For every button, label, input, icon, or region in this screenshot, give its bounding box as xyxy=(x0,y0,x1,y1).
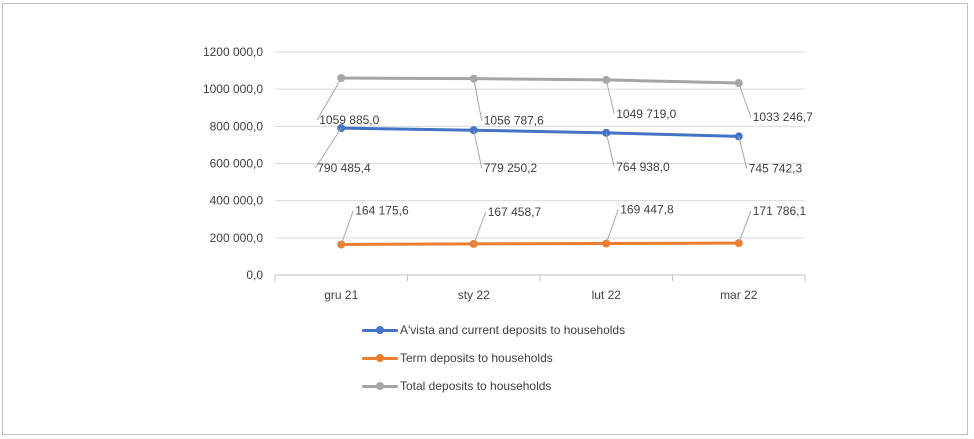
y-tick-label: 0,0 xyxy=(246,268,263,282)
series-line xyxy=(341,126,739,138)
data-label: 1033 246,7 xyxy=(753,110,813,124)
data-label: 169 447,8 xyxy=(620,203,674,217)
leader-line xyxy=(473,78,483,121)
series-group xyxy=(337,74,743,249)
leader-line xyxy=(738,136,748,169)
data-label: 171 786,1 xyxy=(753,204,807,218)
x-axis: gru 21 sty 22 lut 22 mar 22 xyxy=(274,275,806,302)
series-line xyxy=(341,241,739,246)
x-tick-label: gru 21 xyxy=(324,288,358,302)
leader-line xyxy=(314,127,342,169)
leader-line xyxy=(605,79,615,115)
legend-item-total: Total deposits to households xyxy=(362,372,625,400)
legend-swatch-avista xyxy=(362,324,398,336)
legend-label-term: Term deposits to households xyxy=(400,351,553,365)
data-label: 1049 719,0 xyxy=(616,107,676,121)
data-label: 1056 787,6 xyxy=(484,114,544,128)
leader-line xyxy=(605,209,619,244)
leader-line xyxy=(738,82,752,118)
x-tick-label: lut 22 xyxy=(592,288,622,302)
data-label: 1059 885,0 xyxy=(319,113,379,127)
leader-line xyxy=(473,211,487,245)
y-tick-label: 800 000,0 xyxy=(210,119,264,133)
data-label: 164 175,6 xyxy=(355,203,409,217)
leader-line xyxy=(473,130,483,169)
legend-swatch-total xyxy=(362,380,398,392)
data-label: 790 485,4 xyxy=(317,161,371,175)
y-tick-label: 200 000,0 xyxy=(210,231,264,245)
x-tick-label: mar 22 xyxy=(720,288,758,302)
data-label: 167 458,7 xyxy=(488,205,542,219)
gridlines xyxy=(275,51,805,276)
legend-item-avista: A'vista and current deposits to househol… xyxy=(362,316,625,344)
legend-label-total: Total deposits to households xyxy=(400,379,552,393)
legend: A'vista and current deposits to househol… xyxy=(362,316,625,400)
legend-item-term: Term deposits to households xyxy=(362,344,625,372)
y-tick-label: 1000 000,0 xyxy=(203,82,263,96)
data-label: 779 250,2 xyxy=(484,161,538,175)
chart-frame xyxy=(2,3,968,435)
y-tick-label: 400 000,0 xyxy=(210,194,264,208)
leader-line xyxy=(316,77,342,121)
leader-line xyxy=(340,210,354,245)
y-tick-label: 600 000,0 xyxy=(210,157,264,171)
leader-line xyxy=(605,132,615,167)
x-tick-label: sty 22 xyxy=(458,288,490,302)
data-labels: 790 485,4 779 250,2 764 938,0 745 742,3 164 … xyxy=(314,77,813,245)
leader-line xyxy=(738,210,752,244)
y-axis: 0,0 200 000,0 400 000,0 600 000,0 800 000,0 1… xyxy=(203,45,263,282)
series-line xyxy=(341,76,739,85)
y-tick-label: 1200 000,0 xyxy=(203,45,263,59)
legend-swatch-term xyxy=(362,352,398,364)
data-label: 745 742,3 xyxy=(749,161,803,175)
data-label: 764 938,0 xyxy=(616,160,670,174)
legend-label-avista: A'vista and current deposits to househol… xyxy=(400,323,626,337)
